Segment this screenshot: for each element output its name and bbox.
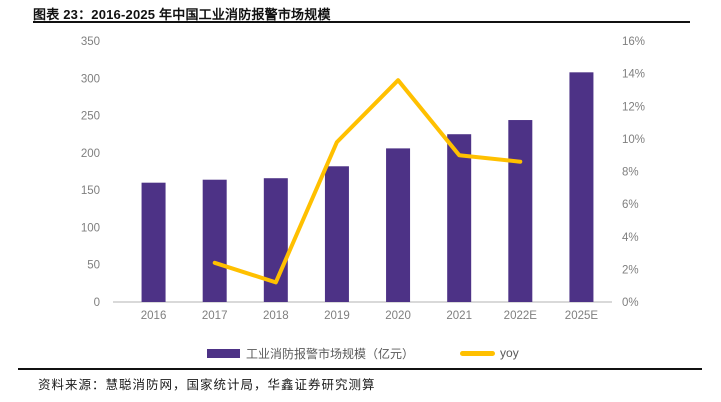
y-axis-right-tick-2%: 2% [622,264,639,276]
legend: 工业消防报警市场规模（亿元） yoy [207,345,519,361]
x-axis-label-2021: 2021 [446,310,472,322]
x-axis-label-2017: 2017 [202,310,228,322]
y-axis-right-tick-0%: 0% [622,297,639,309]
y-axis-left-tick-100: 100 [81,222,100,234]
y-axis-right-tick-8%: 8% [622,167,639,179]
source-divider [18,368,702,370]
chart-plot-area: 0 50 100 150 200 250 300 350 0% 2% 4% 6% 8% 10% 12% 14%… [81,36,645,322]
y-axis-left-tick-250: 250 [81,111,100,123]
bar-2019 [324,166,349,302]
x-axis-label-2016: 2016 [141,310,167,322]
y-axis-right-tick-16%: 16% [622,36,645,48]
legend-line-label: yoy [500,346,519,360]
yoy-line [212,78,523,285]
bar-2021 [447,134,472,302]
bar-2025E [569,72,594,302]
x-axis-label-2025E: 2025E [565,310,599,322]
y-axis-right-tick-6%: 6% [622,199,639,211]
bar-2020 [386,148,411,302]
legend-item-line: yoy [460,346,519,360]
legend-item-bar: 工业消防报警市场规模（亿元） [207,345,414,362]
y-axis-right-tick-14%: 14% [622,69,645,81]
chart-title: 图表 23：2016-2025 年中国工业消防报警市场规模 [33,7,331,22]
y-axis-left-tick-150: 150 [81,185,100,197]
y-axis-left-tick-50: 50 [87,260,100,272]
legend-bar-label: 工业消防报警市场规模（亿元） [246,346,415,361]
x-axis-label-2022E: 2022E [504,310,538,322]
bar-2017 [202,179,227,302]
y-axis-left-tick-0: 0 [94,297,100,309]
y-axis-right-tick-4%: 4% [622,232,639,244]
y-axis-right-tick-12%: 12% [622,101,645,113]
source-text: 资料来源：慧聪消防网，国家统计局，华鑫证券研究测算 [38,378,376,392]
legend-line-swatch [460,350,496,356]
y-axis-left-tick-300: 300 [81,73,100,85]
x-axis-label-2019: 2019 [324,310,350,322]
bar-2016 [141,182,166,302]
bar-2022E [508,120,533,302]
x-axis-label-2020: 2020 [385,310,411,322]
legend-bar-swatch [207,348,240,358]
y-axis-left-tick-350: 350 [81,36,100,48]
title-divider [33,21,690,23]
x-axis-label-2018: 2018 [263,310,289,322]
y-axis-right-tick-10%: 10% [622,134,645,146]
y-axis-left-tick-200: 200 [81,148,100,160]
